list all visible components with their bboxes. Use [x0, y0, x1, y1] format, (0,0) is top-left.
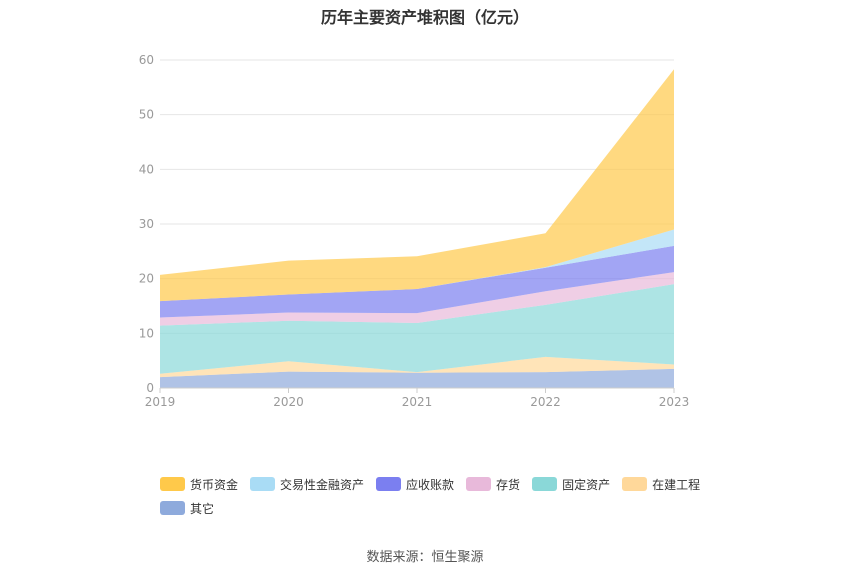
stacked-area-chart: 0 10 20 30 40 50 60 2019 2020 2021 2022 2023 — [139, 53, 690, 409]
x-tick-label: 2019 — [145, 395, 176, 409]
data-source: 数据来源：恒生聚源 — [366, 550, 484, 565]
area-货币资金 — [160, 69, 674, 302]
legend-item[interactable]: 存货 — [466, 472, 520, 496]
x-tick-label: 2022 — [530, 395, 561, 409]
legend-swatch — [532, 477, 558, 491]
x-tick-label: 2023 — [659, 395, 690, 409]
legend-label: 固定资产 — [562, 477, 611, 492]
legend-label: 其它 — [190, 501, 215, 516]
legend-label: 货币资金 — [190, 477, 239, 492]
x-axis: 2019 2020 2021 2022 2023 — [145, 387, 690, 409]
area-存货 — [160, 272, 674, 326]
y-tick-label: 50 — [139, 108, 154, 122]
legend-swatch — [160, 501, 185, 515]
legend-label: 存货 — [496, 477, 521, 492]
area-在建工程 — [160, 356, 674, 378]
legend-item[interactable]: 应收账款 — [376, 472, 454, 496]
legend-label: 应收账款 — [406, 477, 455, 492]
y-axis-ticks: 0 10 20 30 40 50 60 — [139, 53, 154, 395]
legend-swatch — [376, 477, 402, 491]
legend-item[interactable]: 其它 — [160, 496, 214, 520]
legend-swatch — [466, 477, 492, 491]
legend-item[interactable]: 交易性金融资产 — [250, 472, 364, 496]
legend-item[interactable]: 固定资产 — [532, 472, 610, 496]
y-tick-label: 10 — [139, 326, 154, 340]
chart-title: 历年主要资产堆积图（亿元） — [320, 8, 529, 27]
y-tick-label: 20 — [139, 272, 154, 286]
legend-item[interactable]: 在建工程 — [622, 472, 700, 496]
area-layers — [160, 69, 674, 388]
legend-label: 在建工程 — [652, 477, 701, 492]
y-tick-label: 0 — [146, 381, 154, 395]
legend-swatch — [250, 477, 276, 491]
y-tick-label: 40 — [139, 162, 154, 176]
legend-swatch — [160, 477, 185, 491]
legend: 货币资金 交易性金融资产 应收账款 存货 固定资产 在建工程其它 — [160, 472, 720, 520]
legend-item[interactable]: 货币资金 — [160, 472, 238, 496]
y-tick-label: 60 — [139, 53, 154, 67]
legend-label: 交易性金融资产 — [280, 477, 365, 492]
legend-swatch — [622, 477, 648, 491]
area-其它 — [160, 368, 674, 388]
x-tick-label: 2021 — [402, 395, 433, 409]
area-固定资产 — [160, 284, 674, 374]
x-tick-label: 2020 — [273, 395, 304, 409]
y-tick-label: 30 — [139, 217, 154, 231]
area-应收账款 — [160, 245, 674, 318]
